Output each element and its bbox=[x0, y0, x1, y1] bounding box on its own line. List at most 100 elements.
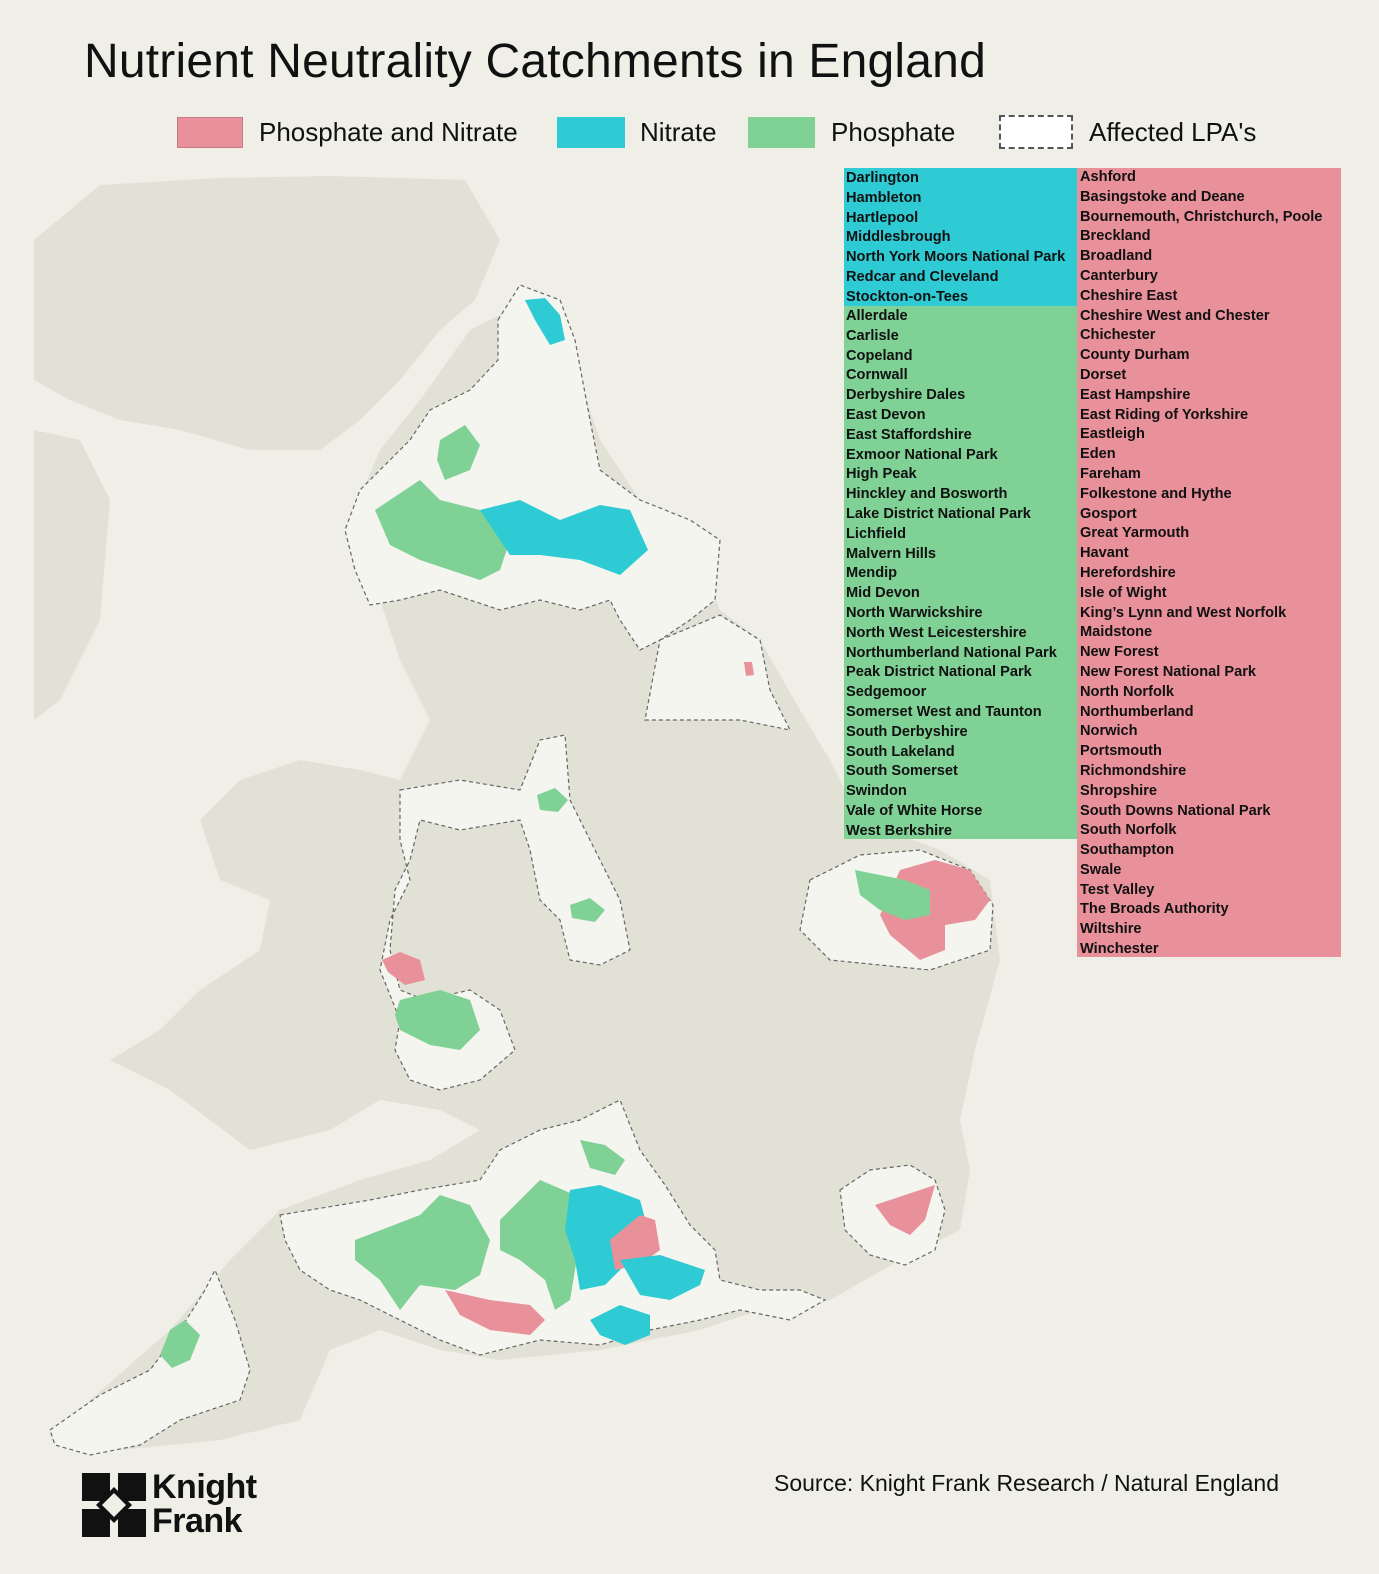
lpa-list-item: Havant bbox=[1080, 545, 1129, 562]
lpa-list-item: Hartlepool bbox=[846, 209, 919, 226]
lpa-list-item: Herefordshire bbox=[1080, 564, 1176, 581]
legend-item-affected-lpa: Affected LPA's bbox=[999, 112, 1256, 152]
legend-label-phosphate-nitrate: Phosphate and Nitrate bbox=[259, 116, 518, 147]
lpa-list-item: Sedgemoor bbox=[846, 684, 927, 701]
nitrate-lpa-list: Darlington Hambleton Hartlepool Middlesbrou… bbox=[844, 168, 1077, 306]
lpa-list-item: Redcar and Cleveland bbox=[846, 268, 999, 285]
lpa-list-item: Somerset West and Taunton bbox=[846, 703, 1042, 720]
lpa-list-item: Chichester bbox=[1080, 327, 1156, 344]
lpa-list-item: South Derbyshire bbox=[846, 723, 968, 740]
catchment-phosphate-norfolk bbox=[855, 870, 930, 920]
knight-frank-logo-icon bbox=[82, 1473, 146, 1537]
lpa-list-item: Stockton-on-Tees bbox=[846, 288, 969, 305]
lpa-list-item: Northumberland National Park bbox=[846, 644, 1057, 661]
lpa-list-item: Peak District National Park bbox=[846, 664, 1032, 681]
lpa-list-item: Dorset bbox=[1080, 366, 1127, 383]
catchment-nitrate-tees bbox=[480, 500, 648, 575]
lpa-list-item: New Forest National Park bbox=[1080, 663, 1256, 680]
lpa-list-item: Eastleigh bbox=[1080, 426, 1145, 443]
lpa-list-item: King’s Lynn and West Norfolk bbox=[1080, 604, 1287, 621]
legend-swatch-phosphate bbox=[748, 116, 815, 148]
catchment-phosphate-north bbox=[437, 425, 480, 480]
lpa-list-item: Swindon bbox=[846, 783, 907, 800]
lpa-list-item: Northumberland bbox=[1080, 703, 1194, 720]
lpa-list-item: Isle of Wight bbox=[1080, 584, 1167, 601]
lpa-list-item: Darlington bbox=[846, 170, 919, 186]
lpa-list-item: Vale of White Horse bbox=[846, 802, 983, 819]
catchment-pink-east-riding bbox=[744, 662, 754, 676]
lpa-list-item: Carlisle bbox=[846, 327, 899, 344]
lpa-list-item: Maidstone bbox=[1080, 624, 1153, 641]
lpa-list-item: Winchester bbox=[1080, 941, 1159, 958]
lpa-list-item: North Warwickshire bbox=[846, 604, 983, 621]
catchment-nitrate-iow bbox=[590, 1305, 650, 1345]
catchment-phosphate-wiltshire bbox=[500, 1180, 580, 1310]
lpa-list-item: South Norfolk bbox=[1080, 822, 1177, 839]
catchment-phosphate-somerset bbox=[355, 1195, 490, 1310]
lpa-list-item: Portsmouth bbox=[1080, 743, 1162, 760]
legend: Phosphate and Nitrate Nitrate Phosphate … bbox=[0, 112, 1379, 152]
catchment-phosphate-wye bbox=[395, 990, 480, 1050]
legend-swatch-affected-lpa bbox=[999, 115, 1073, 149]
lpa-list-item: Hinckley and Bosworth bbox=[846, 486, 1008, 503]
lpa-list-item: Hambleton bbox=[846, 189, 922, 206]
catchment-pink-poole bbox=[445, 1290, 545, 1335]
lpa-list-item: Copeland bbox=[846, 347, 913, 364]
lpa-list-item: Fareham bbox=[1080, 465, 1141, 482]
lpa-list-item: North Norfolk bbox=[1080, 683, 1175, 700]
lpa-list-item: North York Moors National Park bbox=[846, 249, 1066, 266]
land-ireland bbox=[34, 430, 110, 720]
land-scotland bbox=[34, 176, 500, 450]
lpa-region-east-riding bbox=[644, 614, 792, 731]
lpa-list-item: Exmoor National Park bbox=[846, 446, 998, 463]
lpa-list-item: Ashford bbox=[1080, 169, 1136, 185]
lpa-list-item: Southampton bbox=[1080, 842, 1175, 859]
catchment-nitrate-chichester bbox=[620, 1255, 705, 1300]
phosphate-lpa-list: Allerdale Carlisle Copeland Cornwall Derbysh… bbox=[844, 306, 1077, 839]
legend-label-affected-lpa: Affected LPA's bbox=[1089, 116, 1257, 147]
catchment-phosphate-swindon bbox=[580, 1140, 625, 1175]
lpa-list-item: Swale bbox=[1080, 861, 1122, 878]
lpa-list-item: Norwich bbox=[1080, 723, 1138, 740]
lpa-list-item: West Berkshire bbox=[846, 822, 952, 839]
logo-line2: Frank bbox=[152, 1502, 243, 1540]
lpa-list-item: Bournemouth, Christchurch, Poole bbox=[1080, 208, 1323, 225]
land-england bbox=[50, 300, 1000, 1450]
legend-label-phosphate: Phosphate bbox=[831, 116, 956, 147]
lpa-list-item: South Downs National Park bbox=[1080, 802, 1271, 819]
lpa-list-item: The Broads Authority bbox=[1080, 901, 1229, 918]
legend-item-phosphate-nitrate: Phosphate and Nitrate bbox=[177, 112, 518, 152]
catchment-phosphate-cornwall bbox=[160, 1320, 200, 1368]
lpa-region-cornwall bbox=[49, 1268, 251, 1456]
lpa-list-item: North West Leicestershire bbox=[846, 624, 1027, 641]
lpa-list-item: Wiltshire bbox=[1080, 921, 1142, 938]
lpa-list-item: Great Yarmouth bbox=[1080, 525, 1190, 542]
lpa-list-item: Richmondshire bbox=[1080, 762, 1187, 779]
lpa-list-item: East Staffordshire bbox=[846, 426, 972, 443]
lpa-list-item: East Devon bbox=[846, 406, 926, 423]
lpa-list-item: South Lakeland bbox=[846, 743, 955, 760]
logo-line1: Knight bbox=[152, 1468, 257, 1506]
lpa-list-item: Malvern Hills bbox=[846, 545, 937, 562]
lpa-list-item: Breckland bbox=[1080, 228, 1151, 245]
lpa-list-item: Basingstoke and Deane bbox=[1080, 188, 1245, 205]
legend-swatch-phosphate-nitrate bbox=[177, 116, 243, 148]
lpa-list-item: Mid Devon bbox=[846, 585, 920, 602]
legend-item-phosphate: Phosphate bbox=[748, 112, 955, 152]
source-note: Source: Knight Frank Research / Natural … bbox=[774, 1470, 1279, 1496]
lpa-list-item: New Forest bbox=[1080, 644, 1159, 661]
lpa-list-item: East Hampshire bbox=[1080, 386, 1191, 403]
legend-swatch-nitrate bbox=[557, 116, 625, 148]
catchment-pink-solent bbox=[610, 1215, 660, 1270]
lpa-list-item: Canterbury bbox=[1080, 267, 1158, 284]
catchment-pink-kent bbox=[875, 1185, 935, 1235]
lpa-list-item: Middlesbrough bbox=[846, 229, 951, 246]
lpa-list-item: Eden bbox=[1080, 446, 1116, 463]
catchment-pink-cheshire bbox=[382, 952, 425, 985]
knight-frank-logo: Knight Frank bbox=[82, 1470, 272, 1540]
lpa-list-item: Cornwall bbox=[846, 367, 908, 384]
lpa-list-item: County Durham bbox=[1080, 347, 1190, 364]
lpa-list-item: Lichfield bbox=[846, 525, 906, 542]
catchment-phosphate-cumbria bbox=[375, 480, 510, 580]
